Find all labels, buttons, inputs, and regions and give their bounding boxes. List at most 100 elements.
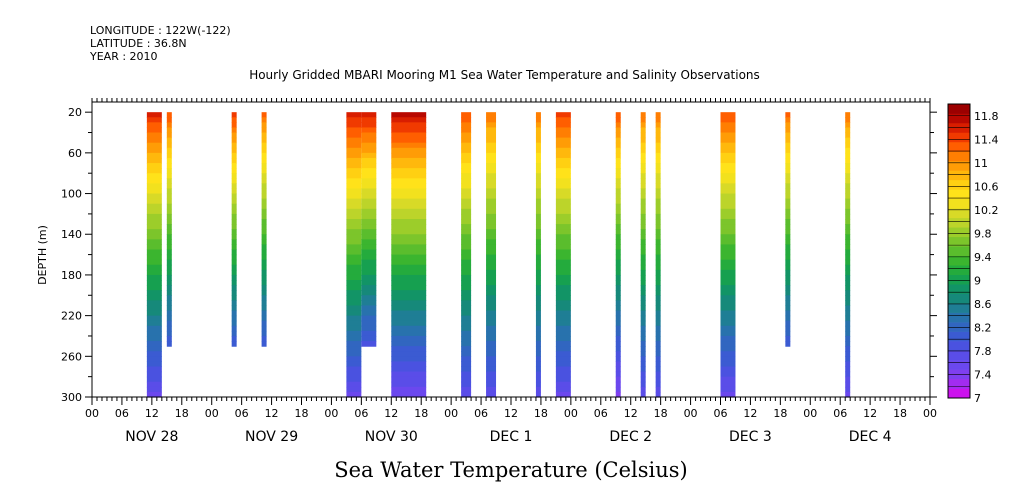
heat-cell — [461, 178, 472, 184]
x-axis: 00 06 12 18 00 06 12 18 00 06 12 18 00 06 12 18 00 06 12 18… — [85, 397, 937, 445]
heat-cell — [231, 193, 237, 200]
heat-cell — [555, 203, 571, 210]
data-column-6 — [391, 112, 427, 398]
heat-cell — [655, 325, 661, 332]
heat-cell — [146, 254, 162, 261]
heat-cell — [461, 361, 472, 368]
colorbar-swatch — [948, 227, 970, 238]
heat-cell — [486, 122, 497, 129]
heat-cell — [555, 254, 571, 261]
heat-cell — [261, 325, 267, 332]
heat-cell — [461, 163, 472, 169]
heat-cell — [261, 168, 267, 174]
heat-cell — [655, 315, 661, 322]
heat-cell — [346, 300, 362, 307]
heat-cell — [231, 122, 237, 129]
heat-cell — [391, 234, 427, 240]
heat-cell — [615, 351, 621, 357]
heat-cell — [535, 376, 541, 383]
heat-cell — [845, 213, 851, 220]
heat-cell — [391, 122, 427, 129]
heat-cell — [461, 244, 472, 251]
heat-cell — [391, 152, 427, 159]
heat-cell — [655, 229, 661, 235]
heat-cell — [361, 178, 377, 184]
heat-cell — [720, 183, 736, 190]
heat-cell — [640, 280, 646, 286]
heat-cell — [655, 366, 661, 373]
heat-cell — [785, 183, 791, 190]
day-label: NOV 29 — [245, 429, 298, 445]
heat-cell — [720, 325, 736, 332]
heat-cell — [785, 137, 791, 144]
heat-cell — [146, 157, 162, 164]
heat-cell — [615, 224, 621, 230]
heat-cell — [231, 249, 237, 256]
heat-cell — [845, 274, 851, 281]
data-column-9 — [535, 112, 541, 398]
heat-cell — [535, 269, 541, 276]
heat-cell — [486, 127, 497, 134]
heat-cell — [720, 371, 736, 378]
heat-cell — [346, 117, 362, 123]
heat-cell — [845, 295, 851, 301]
heat-cell — [535, 234, 541, 240]
heat-cell — [231, 178, 237, 184]
heat-cell — [486, 320, 497, 327]
heat-cell — [231, 137, 237, 144]
heat-cell — [615, 295, 621, 301]
heat-cell — [261, 163, 267, 169]
heat-cell — [785, 173, 791, 179]
data-column-14 — [720, 112, 736, 398]
heat-cell — [231, 218, 237, 225]
heat-cell — [361, 224, 377, 230]
heat-cell — [261, 147, 267, 154]
heat-cell — [391, 157, 427, 164]
heat-cell — [166, 310, 172, 317]
heat-cell — [261, 295, 267, 301]
x-tick-label: 06 — [833, 407, 847, 420]
heat-cell — [655, 213, 661, 220]
heat-cell — [346, 366, 362, 373]
heat-cell — [845, 300, 851, 307]
heat-cell — [655, 203, 661, 210]
heat-cell — [461, 127, 472, 134]
heat-cell — [785, 152, 791, 159]
x-tick-label: 00 — [923, 407, 937, 420]
heat-cell — [615, 218, 621, 225]
heat-cell — [720, 168, 736, 174]
heat-cell — [361, 213, 377, 220]
heat-cell — [146, 335, 162, 342]
heat-cell — [231, 117, 237, 123]
heat-cell — [346, 320, 362, 327]
heat-cell — [555, 346, 571, 352]
heat-cell — [720, 193, 736, 200]
heat-cell — [486, 224, 497, 230]
heat-cell — [486, 351, 497, 357]
heat-cell — [845, 391, 851, 398]
x-tick-label: 12 — [504, 407, 518, 420]
heat-cell — [261, 112, 267, 118]
heat-cell — [720, 346, 736, 352]
heat-cell — [535, 315, 541, 322]
heat-cell — [391, 193, 427, 200]
heat-cell — [655, 218, 661, 225]
heat-cell — [535, 208, 541, 215]
data-column-13 — [655, 112, 661, 398]
heat-cell — [535, 183, 541, 190]
heat-cell — [640, 264, 646, 271]
heat-cell — [535, 325, 541, 332]
heat-cell — [346, 330, 362, 337]
heat-cell — [461, 142, 472, 149]
heat-cell — [146, 386, 162, 393]
heat-cell — [640, 356, 646, 362]
heat-cell — [640, 341, 646, 347]
heat-cell — [391, 254, 427, 261]
heat-cell — [261, 127, 267, 134]
heat-cell — [555, 290, 571, 296]
x-tick-label: 00 — [803, 407, 817, 420]
heat-cell — [361, 330, 377, 337]
heat-cell — [785, 239, 791, 246]
colorbar-swatch — [948, 246, 970, 257]
heat-cell — [720, 229, 736, 235]
